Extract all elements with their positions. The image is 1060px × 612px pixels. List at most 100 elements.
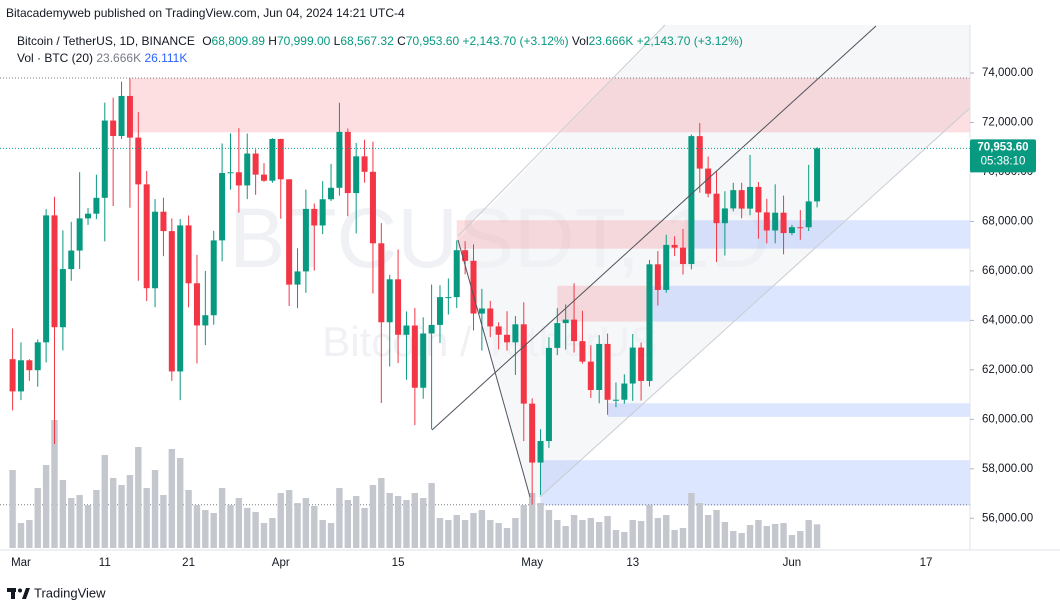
legend: Bitcoin / TetherUS, 1D, BINANCE O68,809.…: [17, 34, 743, 48]
volume-bar: [554, 520, 561, 548]
candle-body: [252, 153, 259, 175]
volume-bar: [637, 521, 645, 548]
candle-body: [353, 156, 360, 194]
volume-bar: [260, 523, 268, 548]
candle-body: [780, 212, 787, 234]
volume-bar: [746, 525, 754, 548]
volume-bar: [646, 505, 653, 548]
volume-bar: [177, 458, 184, 548]
last-price-label: 70,953.60: [977, 141, 1028, 153]
volume-bar: [771, 524, 779, 548]
candle-body: [621, 383, 628, 400]
volume-bar: [218, 488, 226, 548]
volume-bar: [570, 515, 578, 548]
volume-bar: [118, 485, 125, 548]
candle-body: [344, 131, 351, 194]
legend-change: +2,143.70 (+3.12%): [637, 34, 743, 48]
candle-body: [286, 179, 293, 285]
candle-body: [311, 208, 318, 226]
candle-body: [227, 172, 234, 174]
volume-bar: [76, 495, 83, 548]
volume-bar: [604, 516, 611, 548]
volume-bar: [42, 465, 50, 548]
candle-body: [17, 360, 24, 392]
volume-bar: [285, 490, 293, 548]
candle-body: [436, 297, 443, 325]
volume-bar: [93, 490, 100, 548]
volume-bar: [403, 500, 410, 548]
volume-bar: [445, 520, 452, 548]
candle-body: [420, 333, 427, 388]
volume-bar: [227, 505, 234, 548]
volume-bar: [84, 505, 92, 548]
last-price-box: [970, 139, 1036, 173]
volume-bar: [193, 505, 201, 548]
volume-bar: [185, 490, 192, 548]
volume-bar: [311, 506, 318, 548]
candle-body: [763, 212, 770, 231]
candle-body: [638, 347, 645, 381]
zones: [0, 77, 971, 506]
drawing-layer: [458, 25, 970, 497]
volume-bar: [68, 498, 75, 548]
volume-bar: [202, 510, 209, 548]
volume-bar: [151, 470, 159, 548]
candle-body: [596, 343, 603, 390]
candle-body: [336, 131, 343, 188]
candle-body: [235, 172, 242, 186]
candle-body: [428, 324, 435, 334]
countdown-label: 05:38:10: [981, 155, 1026, 167]
legend-symbol: Bitcoin / TetherUS, 1D, BINANCE: [17, 34, 195, 48]
candle-body: [738, 190, 745, 209]
volume-bar: [763, 526, 770, 548]
volume: [9, 420, 821, 548]
x-tick-label: 17: [920, 557, 933, 569]
zone: [129, 77, 971, 133]
legend-key: Vol: [572, 34, 589, 48]
volume-bar: [730, 531, 737, 548]
volume-bar: [738, 533, 745, 548]
y-tick-label: 74,000.00: [982, 67, 1033, 79]
volume-bar: [269, 518, 276, 548]
volume-value: 23.666K: [96, 51, 141, 65]
x-tick-label: Jun: [783, 557, 802, 569]
volume-bar: [327, 523, 335, 548]
candle-body: [294, 271, 301, 285]
legend-value: 70,953.60: [406, 34, 460, 48]
x-tick-label: 21: [182, 557, 195, 569]
volume-bar: [109, 478, 117, 548]
volume-bar: [126, 475, 134, 548]
candle-body: [654, 264, 661, 290]
x-tick-label: 15: [392, 557, 405, 569]
volume-bar: [344, 500, 351, 548]
volume-bar: [596, 522, 603, 548]
candle-body: [93, 197, 100, 214]
candles: [9, 78, 821, 505]
volume-bar: [34, 488, 41, 548]
volume-bar: [612, 530, 620, 548]
candle-body: [328, 187, 335, 200]
legend-key: C: [397, 34, 406, 48]
y-tick-label: 60,000.00: [982, 413, 1033, 425]
volume-bar: [704, 515, 712, 548]
candle-body: [152, 211, 159, 289]
volume-bar: [386, 493, 393, 548]
volume-bar: [478, 510, 486, 548]
volume-bar: [436, 518, 444, 548]
candle-body: [520, 324, 527, 404]
volume-bar: [512, 518, 519, 548]
legend-key: L: [334, 34, 341, 48]
volume-bar: [587, 518, 595, 548]
volume-bar: [252, 512, 259, 548]
candle-body: [193, 283, 200, 326]
x-tick-label: 11: [99, 557, 111, 569]
candle-body: [369, 171, 376, 244]
candle-body: [9, 359, 16, 392]
y-tick-label: 62,000.00: [982, 364, 1033, 376]
candle-body: [261, 174, 267, 181]
volume-bar: [369, 485, 377, 548]
candle-body: [487, 308, 494, 327]
candle-body: [562, 319, 569, 324]
candle-body: [571, 319, 578, 342]
